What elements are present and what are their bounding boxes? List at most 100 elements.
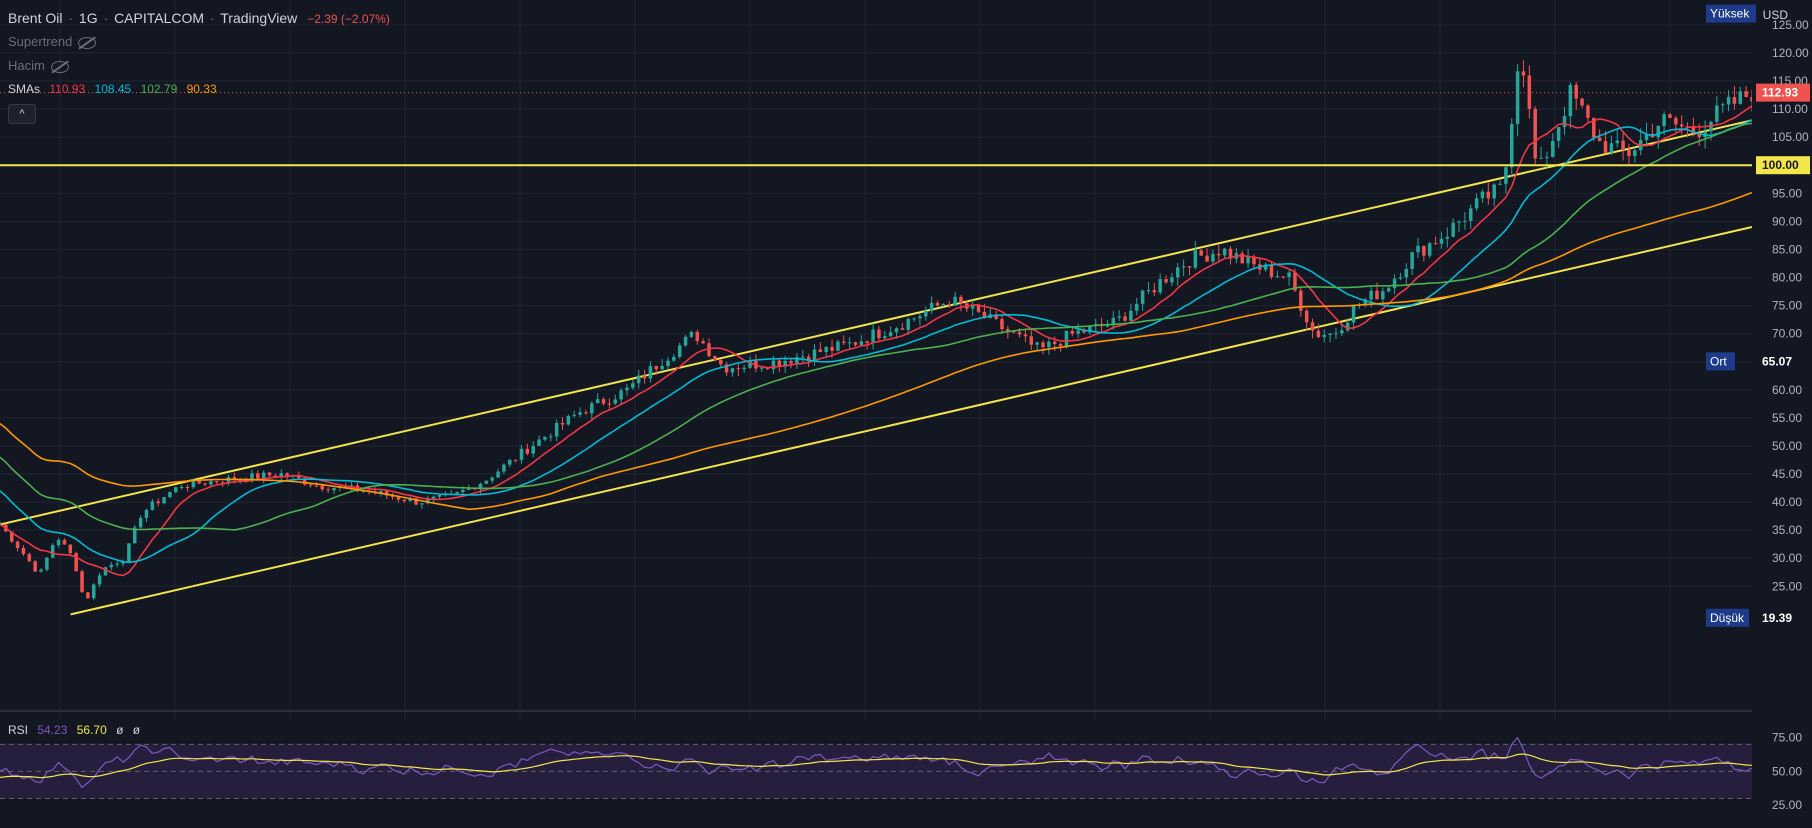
candle-body — [1246, 256, 1250, 264]
price-tick-label: 40.00 — [1772, 495, 1802, 509]
average-value: 65.07 — [1762, 354, 1792, 368]
candle-body — [601, 399, 606, 404]
candle-body — [537, 439, 541, 446]
candle-body — [1041, 342, 1045, 348]
hidden-eye-icon[interactable] — [78, 36, 97, 49]
candle-body — [273, 475, 278, 478]
candle-body — [1410, 252, 1414, 269]
candle-body — [1000, 318, 1004, 330]
candle-body — [461, 489, 465, 493]
candle-body — [1574, 84, 1578, 99]
price-tick-label: 70.00 — [1772, 327, 1802, 341]
price-tick-label: 80.00 — [1772, 271, 1802, 285]
candle-body — [332, 487, 336, 491]
volume-legend[interactable]: Hacim — [8, 58, 75, 73]
candle-body — [525, 448, 530, 454]
collapse-legend-button[interactable]: ^ — [8, 104, 36, 124]
candle-body — [883, 336, 887, 339]
candle-body — [174, 487, 178, 493]
candle-body — [21, 547, 26, 555]
candle-body — [1433, 243, 1438, 245]
candle-body — [508, 459, 512, 465]
candle-body — [9, 531, 14, 542]
candle-body — [261, 472, 266, 479]
candle-body — [402, 499, 407, 502]
candle-body — [1058, 343, 1063, 346]
rsi-label: RSI — [8, 723, 29, 737]
candle-body — [1340, 330, 1344, 334]
candle-body — [941, 304, 946, 306]
candle-body — [1521, 71, 1526, 76]
candle-body — [1556, 127, 1561, 141]
candle-body — [1334, 333, 1338, 335]
candle-body — [379, 491, 383, 494]
rsi-legend[interactable]: RSI 54.23 56.70 ø ø — [8, 723, 140, 737]
candle-body — [1351, 305, 1356, 323]
candle-body — [1146, 290, 1151, 292]
average-tag-label: Ort — [1710, 354, 1727, 368]
candle-body — [1386, 288, 1391, 292]
price-axis[interactable]: 125.00120.00115.00110.00105.00100.0095.0… — [1706, 0, 1812, 828]
candle-body — [572, 414, 576, 416]
candle-body — [1644, 133, 1649, 140]
candle-body — [86, 592, 90, 599]
candle-body — [1322, 334, 1327, 338]
candle-body — [830, 346, 834, 351]
candle-body — [1562, 116, 1567, 128]
candle-body — [1275, 276, 1280, 278]
candle-body — [795, 357, 799, 364]
candle-body — [1398, 277, 1403, 279]
high-tag-label: Yüksek — [1710, 7, 1750, 21]
symbol-name[interactable]: Brent Oil — [8, 10, 63, 26]
sma-legend[interactable]: SMAs 110.93 108.45 102.79 90.33 — [8, 82, 223, 96]
candle-body — [420, 503, 424, 505]
supertrend-legend[interactable]: Supertrend — [8, 34, 102, 49]
candle-body — [244, 479, 248, 482]
candle-body — [736, 368, 741, 370]
candle-body — [625, 387, 629, 391]
candle-body — [1293, 272, 1297, 291]
candle-body — [1152, 290, 1157, 293]
candle-body — [1205, 255, 1209, 262]
candle-body — [894, 328, 899, 333]
sma20-value: 110.93 — [49, 82, 86, 96]
candle-body — [33, 561, 37, 572]
candle-body — [1451, 222, 1455, 237]
candle-body — [707, 343, 711, 357]
average-value-bg — [1756, 352, 1810, 371]
candle-body — [918, 316, 922, 319]
candle-body — [133, 527, 137, 544]
candle-body — [232, 477, 237, 481]
sma100-value: 102.79 — [140, 82, 178, 96]
currency-label[interactable]: USD — [1762, 8, 1788, 22]
candle-body — [1375, 290, 1379, 300]
candle-body — [437, 494, 442, 497]
candle-body — [1545, 156, 1549, 158]
candle-body — [1586, 105, 1590, 118]
sma-line-20 — [0, 105, 1753, 577]
candle-body — [1129, 310, 1133, 321]
candle-body — [1123, 316, 1127, 321]
candle-body — [1662, 114, 1666, 126]
candle-body — [1187, 266, 1192, 268]
hidden-eye-icon[interactable] — [50, 60, 69, 73]
candle-body — [361, 490, 366, 492]
candle-body — [619, 390, 623, 400]
candle-body — [513, 459, 518, 461]
candle-body — [467, 487, 471, 490]
interval[interactable]: 1G — [78, 10, 98, 26]
candle-body — [859, 341, 864, 345]
candle-body — [519, 448, 524, 460]
last-price-value: 112.93 — [1762, 86, 1798, 100]
sma-label: SMAs — [8, 82, 41, 96]
candle-body — [631, 383, 635, 388]
candle-body — [853, 342, 858, 345]
candle-body — [871, 329, 875, 343]
candle-body — [179, 487, 184, 489]
candle-body — [1609, 143, 1614, 153]
candle-body — [900, 328, 905, 330]
candle-body — [308, 484, 313, 486]
candle-body — [1070, 330, 1075, 334]
candle-body — [1134, 303, 1139, 311]
